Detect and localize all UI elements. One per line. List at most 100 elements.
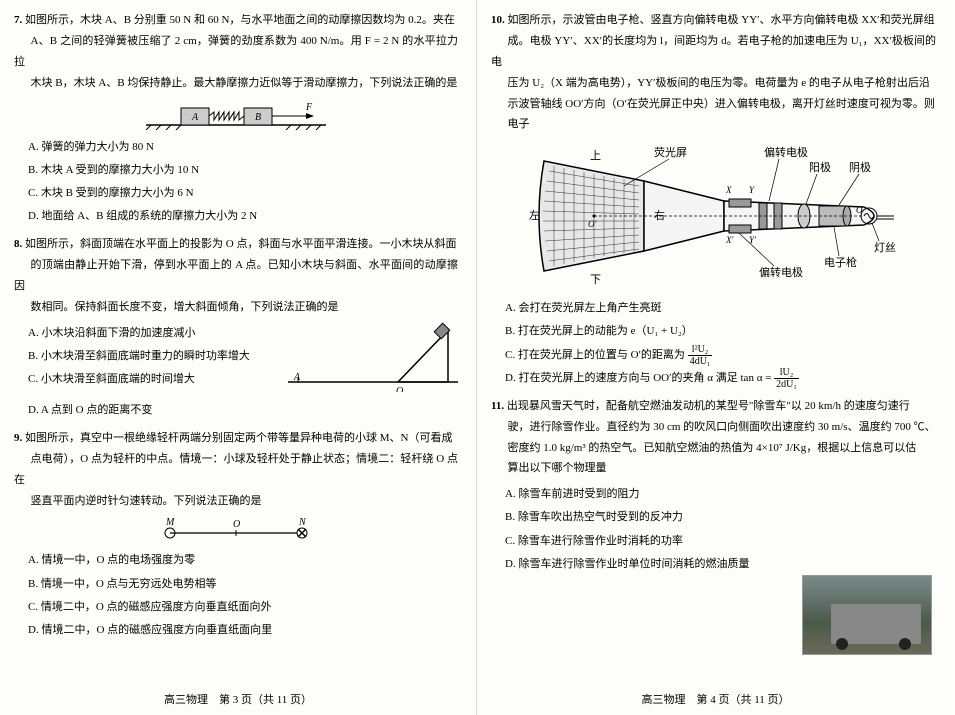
q7-fig-A: A <box>191 112 199 123</box>
footer-left: 高三物理 第 3 页（共 11 页） <box>0 691 476 707</box>
q8-stem-line1: 如图所示，斜面顶端在水平面上的投影为 O 点，斜面与水平面平滑连接。一小木块从斜… <box>25 238 456 250</box>
q11-options: A. 除雪车前进时受到的阻力 B. 除雪车吹出热空气时受到的反冲力 C. 除雪车… <box>505 483 936 575</box>
q10-optD-num: lU₂ <box>774 367 799 379</box>
q8-options: A. 小木块沿斜面下滑的加速度减小 B. 小木块滑至斜面底端时重力的瞬时功率增大… <box>28 322 458 422</box>
question-10: 10. 如图所示，示波管由电子枪、竖直方向偏转电极 YY′、水平方向偏转电极 X… <box>491 10 936 390</box>
q10-stem-line3: 压为 U₂（X 端为高电势），YY′极板间的电压为零。电荷量为 e 的电子从电子… <box>491 73 936 94</box>
q11-stem: 11. 出现暴风雪天气时，配备航空燃油发动机的某型号"除雪车"以 20 km/h… <box>491 396 936 480</box>
q9-number: 9. <box>14 432 22 444</box>
page-3: 7. 如图所示，木块 A、B 分别重 50 N 和 60 N，与水平地面之间的动… <box>0 0 477 715</box>
q8-stem-line3: 数相同。保持斜面长度不变，增大斜面倾角，下列说法正确的是 <box>14 297 458 318</box>
q10-label-deflect: 偏转电极 <box>764 145 808 159</box>
q11-optB: B. 除雪车吹出热空气时受到的反冲力 <box>505 506 936 529</box>
q7-optA: A. 弹簧的弹力大小为 80 N <box>28 136 458 159</box>
q9-fig-N: N <box>298 517 307 528</box>
q7-stem: 7. 如图所示，木块 A、B 分别重 50 N 和 60 N，与水平地面之间的动… <box>14 10 458 94</box>
q7-optD: D. 地面给 A、B 组成的系统的摩擦力大小为 2 N <box>28 205 458 228</box>
q11-stem-line4: 算出以下哪个物理量 <box>491 458 936 479</box>
q10-optD-text: D. 打在荧光屏上的速度方向与 OO′的夹角 α 满足 tan α = <box>505 372 771 384</box>
footer-right: 高三物理 第 4 页（共 11 页） <box>477 691 954 707</box>
q10-number: 10. <box>491 14 505 26</box>
q7-options: A. 弹簧的弹力大小为 80 N B. 木块 A 受到的摩擦力大小为 10 N … <box>28 136 458 228</box>
svg-text:O′: O′ <box>588 219 597 229</box>
q10-label-anode: 阳极 <box>809 160 831 174</box>
q7-fig-F: F <box>305 102 313 113</box>
q8-fig-O: O <box>396 386 403 392</box>
q10-optC-frac: l²U₂ 4dU₁ <box>688 344 713 367</box>
q10-optB: B. 打在荧光屏上的动能为 e（U₁ + U₂） <box>505 320 936 343</box>
q7-fig-B: B <box>255 112 261 123</box>
q11-optD: D. 除雪车进行除雪作业时单位时间消耗的燃油质量 <box>505 553 936 576</box>
q10-label-right: 右 <box>654 208 665 222</box>
q7-optB: B. 木块 A 受到的摩擦力大小为 10 N <box>28 159 458 182</box>
q10-optD: D. 打在荧光屏上的速度方向与 OO′的夹角 α 满足 tan α = lU₂ … <box>505 367 936 390</box>
q10-label-screen: 荧光屏 <box>654 145 687 159</box>
q8-stem: 8. 如图所示，斜面顶端在水平面上的投影为 O 点，斜面与水平面平滑连接。一小木… <box>14 234 458 318</box>
q9-figure: M O N <box>14 517 458 543</box>
q9-optC: C. 情境二中，O 点的磁感应强度方向垂直纸面向外 <box>28 596 458 619</box>
svg-text:O: O <box>856 205 863 215</box>
q10-stem: 10. 如图所示，示波管由电子枪、竖直方向偏转电极 YY′、水平方向偏转电极 X… <box>491 10 936 135</box>
q11-number: 11. <box>491 400 504 412</box>
q9-fig-O: O <box>233 519 240 530</box>
question-11: 11. 出现暴风雪天气时，配备航空燃油发动机的某型号"除雪车"以 20 km/h… <box>491 396 936 576</box>
q10-label-deflect2: 偏转电极 <box>759 265 803 279</box>
svg-text:X′: X′ <box>725 235 734 245</box>
q10-label-cathode: 阴极 <box>849 160 871 174</box>
q11-optC: C. 除雪车进行除雪作业时消耗的功率 <box>505 530 936 553</box>
q7-optC: C. 木块 B 受到的摩擦力大小为 6 N <box>28 182 458 205</box>
q9-fig-M: M <box>165 517 175 528</box>
q10-svg: O′ O 荧光屏 偏转电极 阳极 阴极 灯丝 电子枪 偏转电极 左 右 上 <box>524 141 904 291</box>
q8-optD: D. A 点到 O 点的距离不变 <box>28 399 458 422</box>
q9-stem: 9. 如图所示，真空中一根绝缘轻杆两端分别固定两个带等量异种电荷的小球 M、N（… <box>14 428 458 512</box>
question-7: 7. 如图所示，木块 A、B 分别重 50 N 和 60 N，与水平地面之间的动… <box>14 10 458 228</box>
q9-optA: A. 情境一中，O 点的电场强度为零 <box>28 549 458 572</box>
q10-stem-line1: 如图所示，示波管由电子枪、竖直方向偏转电极 YY′、水平方向偏转电极 XX′和荧… <box>508 14 935 26</box>
q10-label-down: 下 <box>590 274 601 286</box>
q9-stem-line2: 点电荷），O 点为轻杆的中点。情境一：小球及轻杆处于静止状态；情境二：轻杆绕 O… <box>14 449 458 491</box>
q10-optA: A. 会打在荧光屏左上角产生亮斑 <box>505 297 936 320</box>
page-4: 10. 如图所示，示波管由电子枪、竖直方向偏转电极 YY′、水平方向偏转电极 X… <box>477 0 954 715</box>
q9-options: A. 情境一中，O 点的电场强度为零 B. 情境一中，O 点与无穷远处电势相等 … <box>28 549 458 641</box>
q7-stem-line2: A、B 之间的轻弹簧被压缩了 2 cm，弹簧的劲度系数为 400 N/m。用 F… <box>14 31 458 73</box>
q11-stem-line3: 密度约 1.0 kg/m³ 的热空气。已知航空燃油的热值为 4×10⁷ J/Kg… <box>491 438 936 459</box>
q7-stem-line3: 木块 B，木块 A、B 均保持静止。最大静摩擦力近似等于滑动摩擦力，下列说法正确… <box>14 73 458 94</box>
q10-optC-den: 4dU₁ <box>688 356 713 367</box>
q9-optB: B. 情境一中，O 点与无穷远处电势相等 <box>28 573 458 596</box>
q8-stem-line2: 的顶端由静止开始下滑，停到水平面上的 A 点。已知小木块与斜面、水平面间的动摩擦… <box>14 255 458 297</box>
q9-stem-line3: 竖直平面内逆时针匀速转动。下列说法正确的是 <box>14 491 458 512</box>
q8-figure: A O <box>288 322 458 392</box>
q10-options: A. 会打在荧光屏左上角产生亮斑 B. 打在荧光屏上的动能为 e（U₁ + U₂… <box>505 297 936 389</box>
q8-fig-A: A <box>293 372 301 383</box>
svg-text:Y′: Y′ <box>749 235 757 245</box>
q9-svg: M O N <box>156 517 316 543</box>
q8-number: 8. <box>14 238 22 250</box>
q7-svg: A B F <box>146 100 326 130</box>
question-8: 8. 如图所示，斜面顶端在水平面上的投影为 O 点，斜面与水平面平滑连接。一小木… <box>14 234 458 422</box>
q10-optD-den: 2dU₁ <box>774 379 799 390</box>
q10-label-gun: 电子枪 <box>824 255 857 269</box>
q10-label-left: 左 <box>529 209 540 222</box>
q10-figure: O′ O 荧光屏 偏转电极 阳极 阴极 灯丝 电子枪 偏转电极 左 右 上 <box>491 141 936 291</box>
q9-optD: D. 情境二中，O 点的磁感应强度方向垂直纸面向里 <box>28 619 458 642</box>
q10-label-filament: 灯丝 <box>874 241 896 254</box>
q10-optC: C. 打在荧光屏上的位置与 O′的距离为 l²U₂ 4dU₁ <box>505 344 936 367</box>
q11-optA: A. 除雪车前进时受到的阻力 <box>505 483 936 506</box>
q10-optC-text: C. 打在荧光屏上的位置与 O′的距离为 <box>505 349 685 361</box>
q10-label-up: 上 <box>590 149 601 162</box>
q7-number: 7. <box>14 14 22 26</box>
q10-stem-line5: 电子 <box>491 114 936 135</box>
q10-optC-num: l²U₂ <box>688 344 713 356</box>
svg-text:Y: Y <box>749 185 755 195</box>
truck-icon <box>831 604 921 644</box>
q9-stem-line1: 如图所示，真空中一根绝缘轻杆两端分别固定两个带等量异种电荷的小球 M、N（可看成 <box>25 432 452 444</box>
question-9: 9. 如图所示，真空中一根绝缘轻杆两端分别固定两个带等量异种电荷的小球 M、N（… <box>14 428 458 642</box>
q10-stem-line2: 成。电极 YY′、XX′的长度均为 l，间距均为 d。若电子枪的加速电压为 U₁… <box>491 31 936 73</box>
svg-text:X: X <box>725 185 732 195</box>
q7-stem-line1: 如图所示，木块 A、B 分别重 50 N 和 60 N，与水平地面之间的动摩擦因… <box>25 14 455 26</box>
q10-optD-frac: lU₂ 2dU₁ <box>774 367 799 390</box>
q7-figure: A B F <box>14 100 458 130</box>
q11-stem-line2: 驶，进行除雪作业。直径约为 30 cm 的吹风口向侧面吹出速度约 30 m/s、… <box>491 417 936 438</box>
q11-stem-line1: 出现暴风雪天气时，配备航空燃油发动机的某型号"除雪车"以 20 km/h 的速度… <box>507 400 910 412</box>
q11-photo <box>802 575 932 655</box>
